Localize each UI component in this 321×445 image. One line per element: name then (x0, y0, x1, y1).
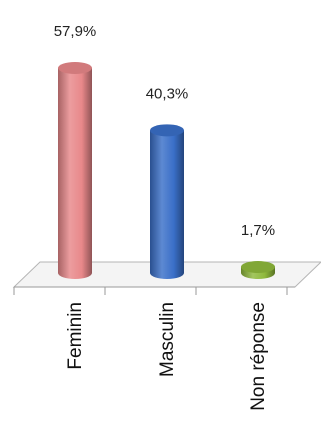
category-label-1: Feminin (65, 302, 86, 370)
bar-body-2 (150, 130, 184, 279)
bar-body-1 (58, 68, 92, 279)
data-label-1: 57,9% (54, 23, 97, 40)
bar-1 (58, 62, 92, 279)
category-label-2: Masculin (157, 302, 178, 377)
bar-top-1 (58, 62, 92, 74)
data-label-2: 40,3% (146, 85, 189, 102)
category-label-3: Non réponse (248, 302, 269, 411)
bar-2 (150, 124, 184, 279)
bar-top-2 (150, 124, 184, 137)
bar-top-3 (241, 260, 275, 273)
bar-3 (241, 260, 275, 279)
data-label-3: 1,7% (241, 222, 275, 239)
